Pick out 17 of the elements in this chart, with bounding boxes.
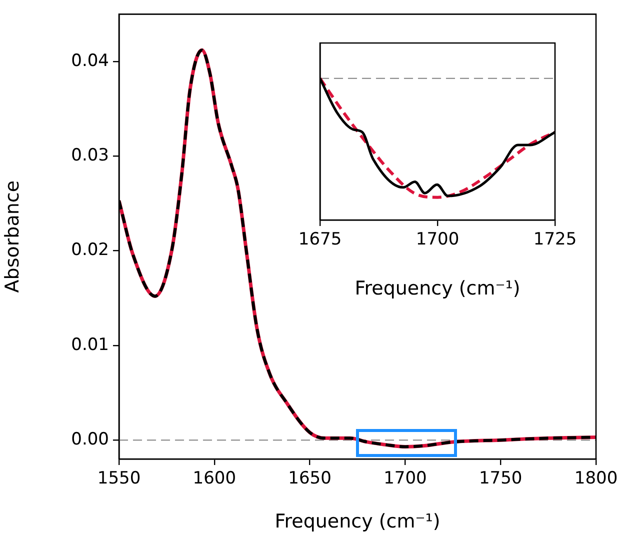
y-axis-title: Absorbance: [1, 180, 24, 293]
y-tick-label: 0.00: [71, 429, 109, 450]
y-tick-label: 0.03: [71, 146, 109, 166]
x-tick-label: 1700: [384, 468, 427, 489]
y-tick-label: 0.04: [71, 50, 109, 71]
x-axis-title: Frequency (cm⁻¹): [274, 510, 440, 533]
y-tick-label: 0.01: [71, 334, 109, 355]
x-axis-title: Frequency (cm⁻¹): [354, 278, 520, 300]
x-tick-label: 1700: [416, 230, 460, 250]
x-tick-label: 1725: [533, 230, 577, 250]
y-tick-label: 0.02: [71, 240, 109, 260]
x-tick-label: 1550: [97, 468, 141, 489]
x-tick-label: 1800: [574, 468, 618, 489]
x-tick-label: 1650: [288, 468, 332, 489]
x-tick-label: 1675: [298, 230, 342, 250]
x-tick-label: 1750: [478, 468, 522, 489]
x-tick-label: 1600: [192, 468, 236, 489]
